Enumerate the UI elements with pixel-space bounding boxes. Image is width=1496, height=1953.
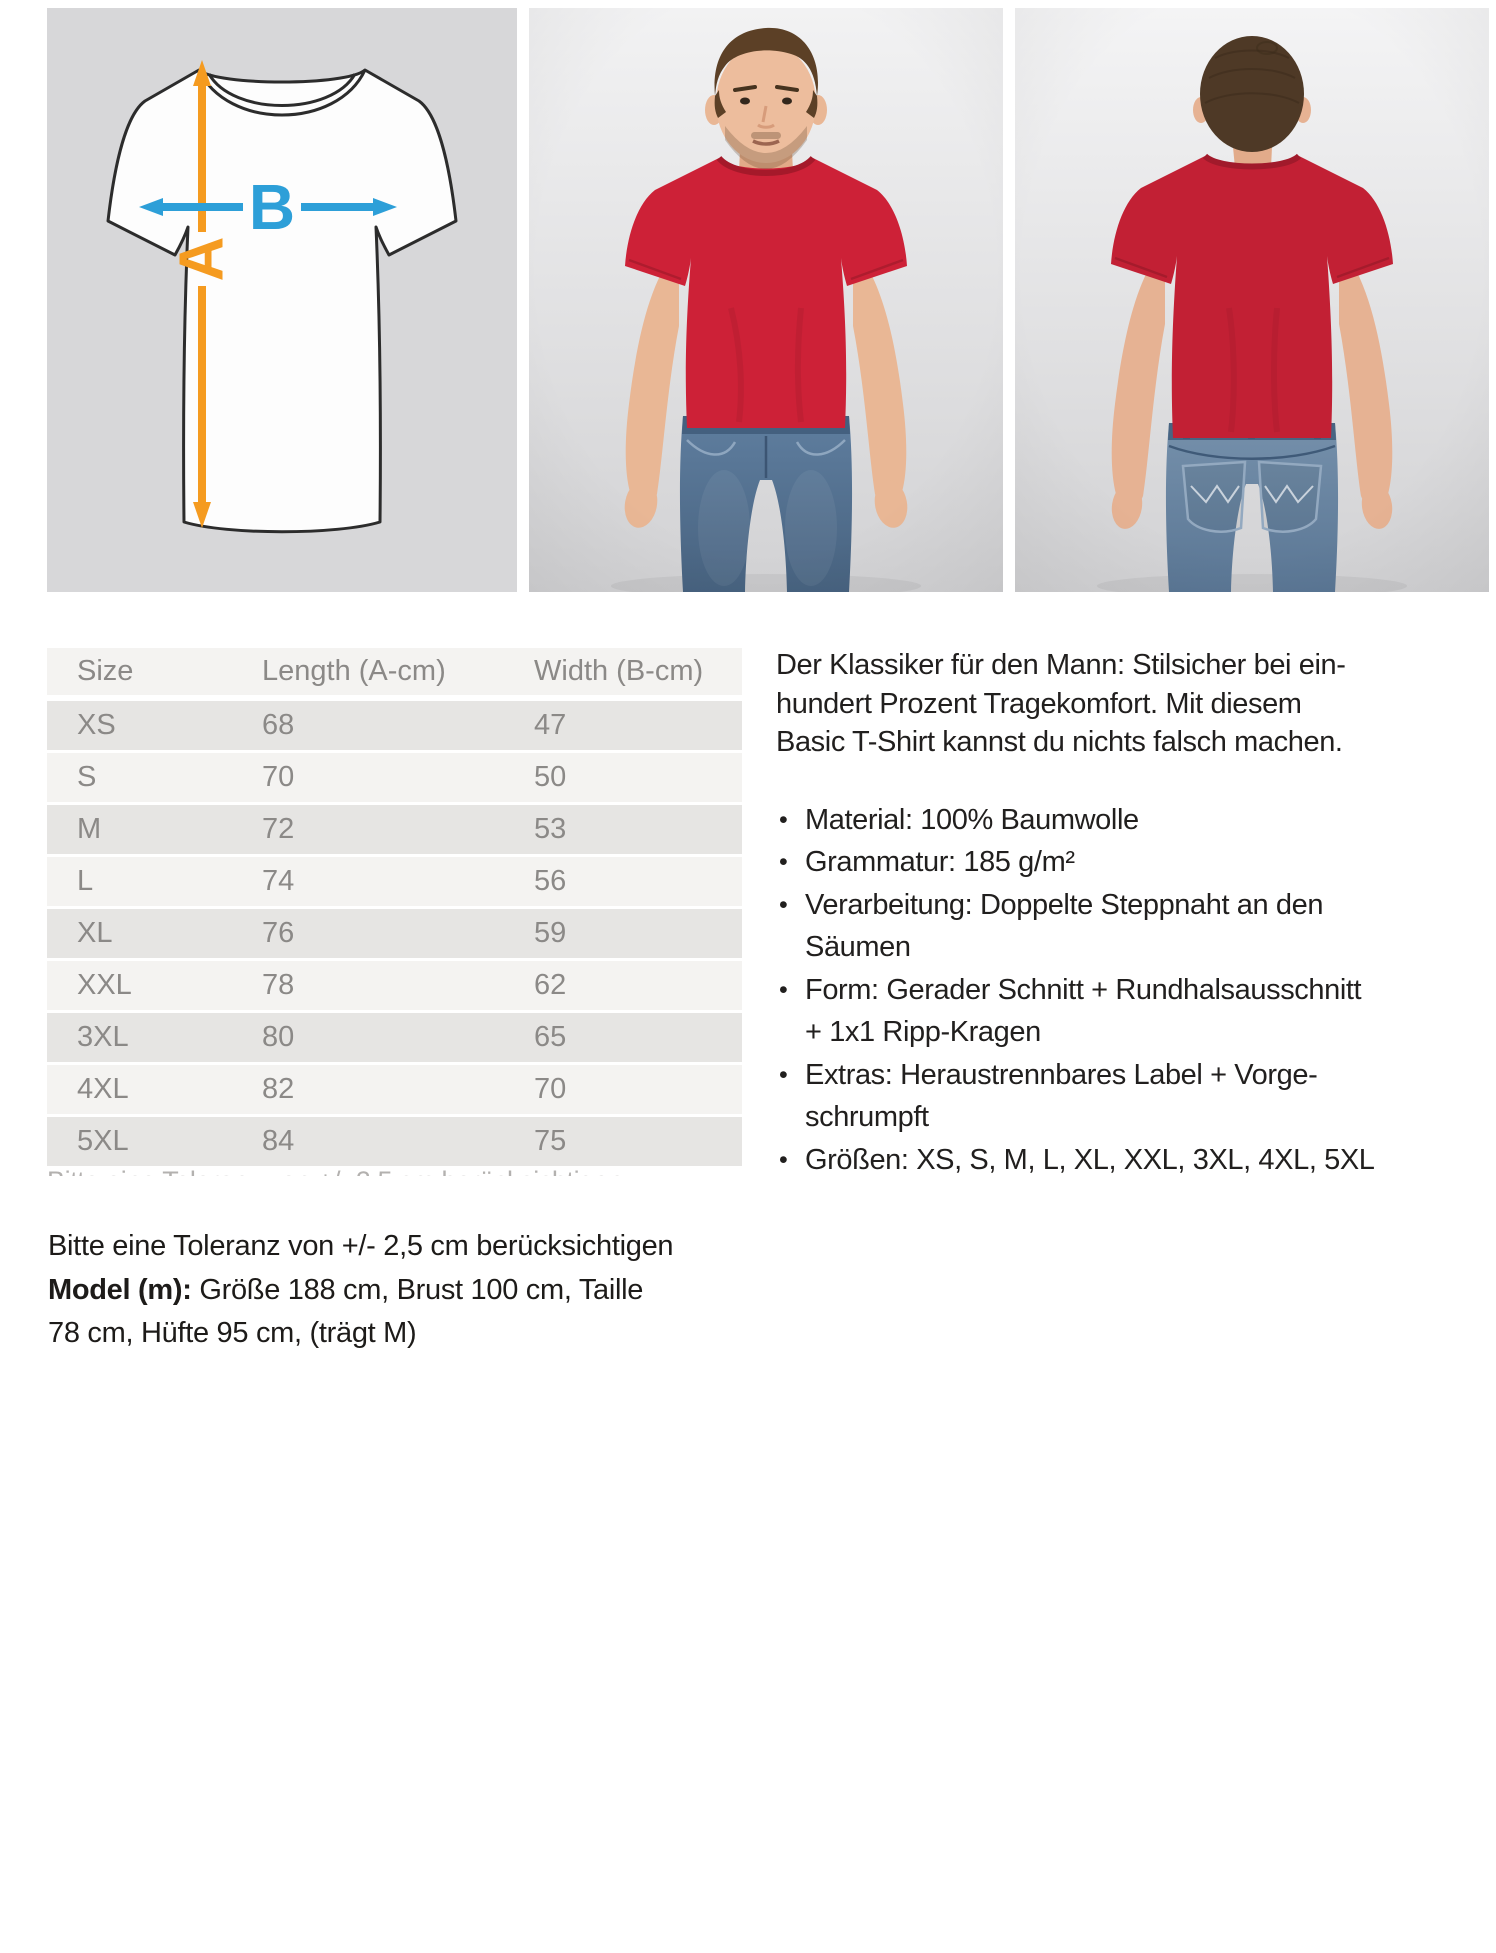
model-back-photo <box>1015 8 1489 592</box>
model-figure-back <box>1015 8 1489 592</box>
product-images-row: A B <box>47 8 1489 592</box>
bullet-text: Material: 100% Baumwolle <box>805 799 1139 842</box>
size-table-cell: 3XL <box>77 1021 129 1053</box>
bullet-text: Verarbeitung: Doppelte Steppnaht an den S… <box>805 884 1324 969</box>
bullet-dot-icon: • <box>779 1145 788 1174</box>
size-table-row: XL 76 59 <box>47 909 742 958</box>
description-intro-line: Der Klassiker für den Mann: Stilsicher b… <box>776 649 1346 681</box>
tolerance-line: Bitte eine Toleranz von +/- 2,5 cm berüc… <box>48 1230 674 1262</box>
bullet-text: Größen: XS, S, M, L, XL, XXL, 3XL, 4XL, … <box>805 1139 1375 1182</box>
bullet-text: Form: Gerader Schnitt + Rundhalsausschni… <box>805 969 1362 1054</box>
description-intro-line: hundert Prozent Tragekomfort. Mit diesem <box>776 687 1302 720</box>
arrow-b: B <box>139 171 397 243</box>
bullet-item: • Verarbeitung: Doppelte Steppnaht an den… <box>776 884 1482 969</box>
bullet-line: Form: Gerader Schnitt + Rundhalsausschni… <box>805 973 1362 1006</box>
size-table[interactable]: Size Length (A-cm) Width (B-cm) XS 68 47 S 7… <box>47 648 742 1169</box>
size-table-header-cell: Length (A-cm) <box>262 655 446 687</box>
size-table-header-cell: Width (B-cm) <box>534 655 704 687</box>
bullet-line: Größen: XS, S, M, L, XL, XXL, 3XL, 4XL, … <box>805 1143 1375 1176</box>
bullet-dot-icon: • <box>779 848 788 876</box>
bullet-item: • Extras: Heraustrennbares Label + Vorge-… <box>776 1054 1482 1139</box>
size-table-cell: 72 <box>262 813 295 845</box>
size-table-row: L 74 56 <box>47 857 742 906</box>
bullet-text: Grammatur: 185 g/m² <box>805 841 1075 884</box>
bullet-item: • Grammatur: 185 g/m² <box>776 841 1482 884</box>
size-table-cell: 84 <box>262 1125 295 1157</box>
size-diagram-image: A B <box>47 8 517 592</box>
size-table-cell: 50 <box>534 761 567 793</box>
size-table-cell: 47 <box>534 709 567 741</box>
model-figure-front <box>529 8 1003 592</box>
size-table-cell: L <box>77 865 94 897</box>
size-table-cell: M <box>77 813 102 845</box>
size-table-cell: 78 <box>262 969 295 1001</box>
bullet-dot-icon: • <box>779 1060 788 1089</box>
model-info-line-1: Model (m): Größe 188 cm, Brust 100 cm, T… <box>48 1269 673 1313</box>
size-table-cell: 68 <box>262 709 295 741</box>
bullet-dot-icon: • <box>779 890 788 919</box>
size-table-cell: XL <box>77 917 113 949</box>
bullet-line: Grammatur: 185 g/m² <box>805 846 1075 878</box>
product-description: Der Klassiker für den Mann: Stilsicher b… <box>776 646 1482 1181</box>
size-tolerance-note: Bitte eine Toleranz von +/- 2,5 cm berüc… <box>48 1225 674 1356</box>
model-info-text: Größe 188 cm, Brust 100 cm, Taille <box>191 1273 644 1306</box>
bullet-dot-icon: • <box>779 805 788 834</box>
clipped-table-text-line: Bitte eine Toleranz von +/- 2,5 cm berüc… <box>47 1167 623 1176</box>
label-a: A <box>168 237 237 282</box>
size-table-cell: 62 <box>534 969 567 1001</box>
size-table-body: XS 68 47 S 70 50 M 72 53 L 74 56 XL 76 59 XXL 78 62 3XL 80 6… <box>47 701 742 1166</box>
size-table-cell: XS <box>77 709 116 741</box>
tshirt-outline <box>106 68 458 534</box>
size-diagram-graphic: A B <box>47 8 517 592</box>
size-table-row: 3XL 80 65 <box>47 1013 742 1062</box>
bullet-item: • Material: 100% Baumwolle <box>776 799 1482 842</box>
size-table-cell: 53 <box>534 813 567 845</box>
bullet-line: + 1x1 Ripp-Kragen <box>805 1016 1041 1048</box>
size-table-cell: 5XL <box>77 1125 129 1157</box>
description-intro: Der Klassiker für den Mann: Stilsicher b… <box>776 646 1482 762</box>
size-table-row: S 70 50 <box>47 753 742 802</box>
bullet-line: Extras: Heraustrennbares Label + Vorge- <box>805 1058 1318 1091</box>
bullet-text: Extras: Heraustrennbares Label + Vorge-s… <box>805 1054 1318 1139</box>
bullet-item: • Form: Gerader Schnitt + Rundhalsausschn… <box>776 969 1482 1054</box>
description-intro-line: Basic T-Shirt kannst du nichts falsch ma… <box>776 726 1343 758</box>
model-front-photo <box>529 8 1003 592</box>
size-table-cell: 80 <box>262 1021 295 1053</box>
size-table-cell: 75 <box>534 1125 567 1157</box>
size-table-cell: 82 <box>262 1073 295 1105</box>
model-label: Model (m): <box>48 1273 192 1306</box>
size-table-header-cell: Size <box>77 655 134 687</box>
size-table-cell: XXL <box>77 969 132 1001</box>
size-table-cell: 70 <box>534 1073 567 1105</box>
size-table-cell: 65 <box>534 1021 567 1053</box>
size-table-row: M 72 53 <box>47 805 742 854</box>
size-table-cell: 56 <box>534 865 567 897</box>
label-b: B <box>249 171 295 243</box>
size-table-row: 5XL 84 75 <box>47 1117 742 1166</box>
size-table-cell: S <box>77 761 97 793</box>
bullet-dot-icon: • <box>779 975 788 1004</box>
size-table-cell: 76 <box>262 917 295 949</box>
size-table-row: XS 68 47 <box>47 701 742 750</box>
bullet-line: Verarbeitung: Doppelte Steppnaht an den <box>805 888 1324 921</box>
bullet-item: • Größen: XS, S, M, L, XL, XXL, 3XL, 4XL,… <box>776 1139 1482 1182</box>
bullet-line: Säumen <box>805 931 911 963</box>
feature-list: • Material: 100% Baumwolle • Grammatur: 185… <box>776 799 1482 1182</box>
bullet-line: Material: 100% Baumwolle <box>805 803 1139 836</box>
size-table-cell: 4XL <box>77 1073 129 1105</box>
clipped-table-text: Bitte eine Toleranz von +/- 2,5 cm berüc… <box>47 1167 742 1176</box>
size-table-cell: 74 <box>262 865 295 897</box>
size-table-cell: 70 <box>262 761 295 793</box>
size-table-cell: 59 <box>534 917 567 949</box>
bullet-line: schrumpft <box>805 1101 929 1133</box>
size-table-row: 4XL 82 70 <box>47 1065 742 1114</box>
size-table-row: XXL 78 62 <box>47 961 742 1010</box>
model-info-line-2: 78 cm, Hüfte 95 cm, (trägt M) <box>48 1317 417 1349</box>
size-table-header: Size Length (A-cm) Width (B-cm) <box>47 648 742 695</box>
